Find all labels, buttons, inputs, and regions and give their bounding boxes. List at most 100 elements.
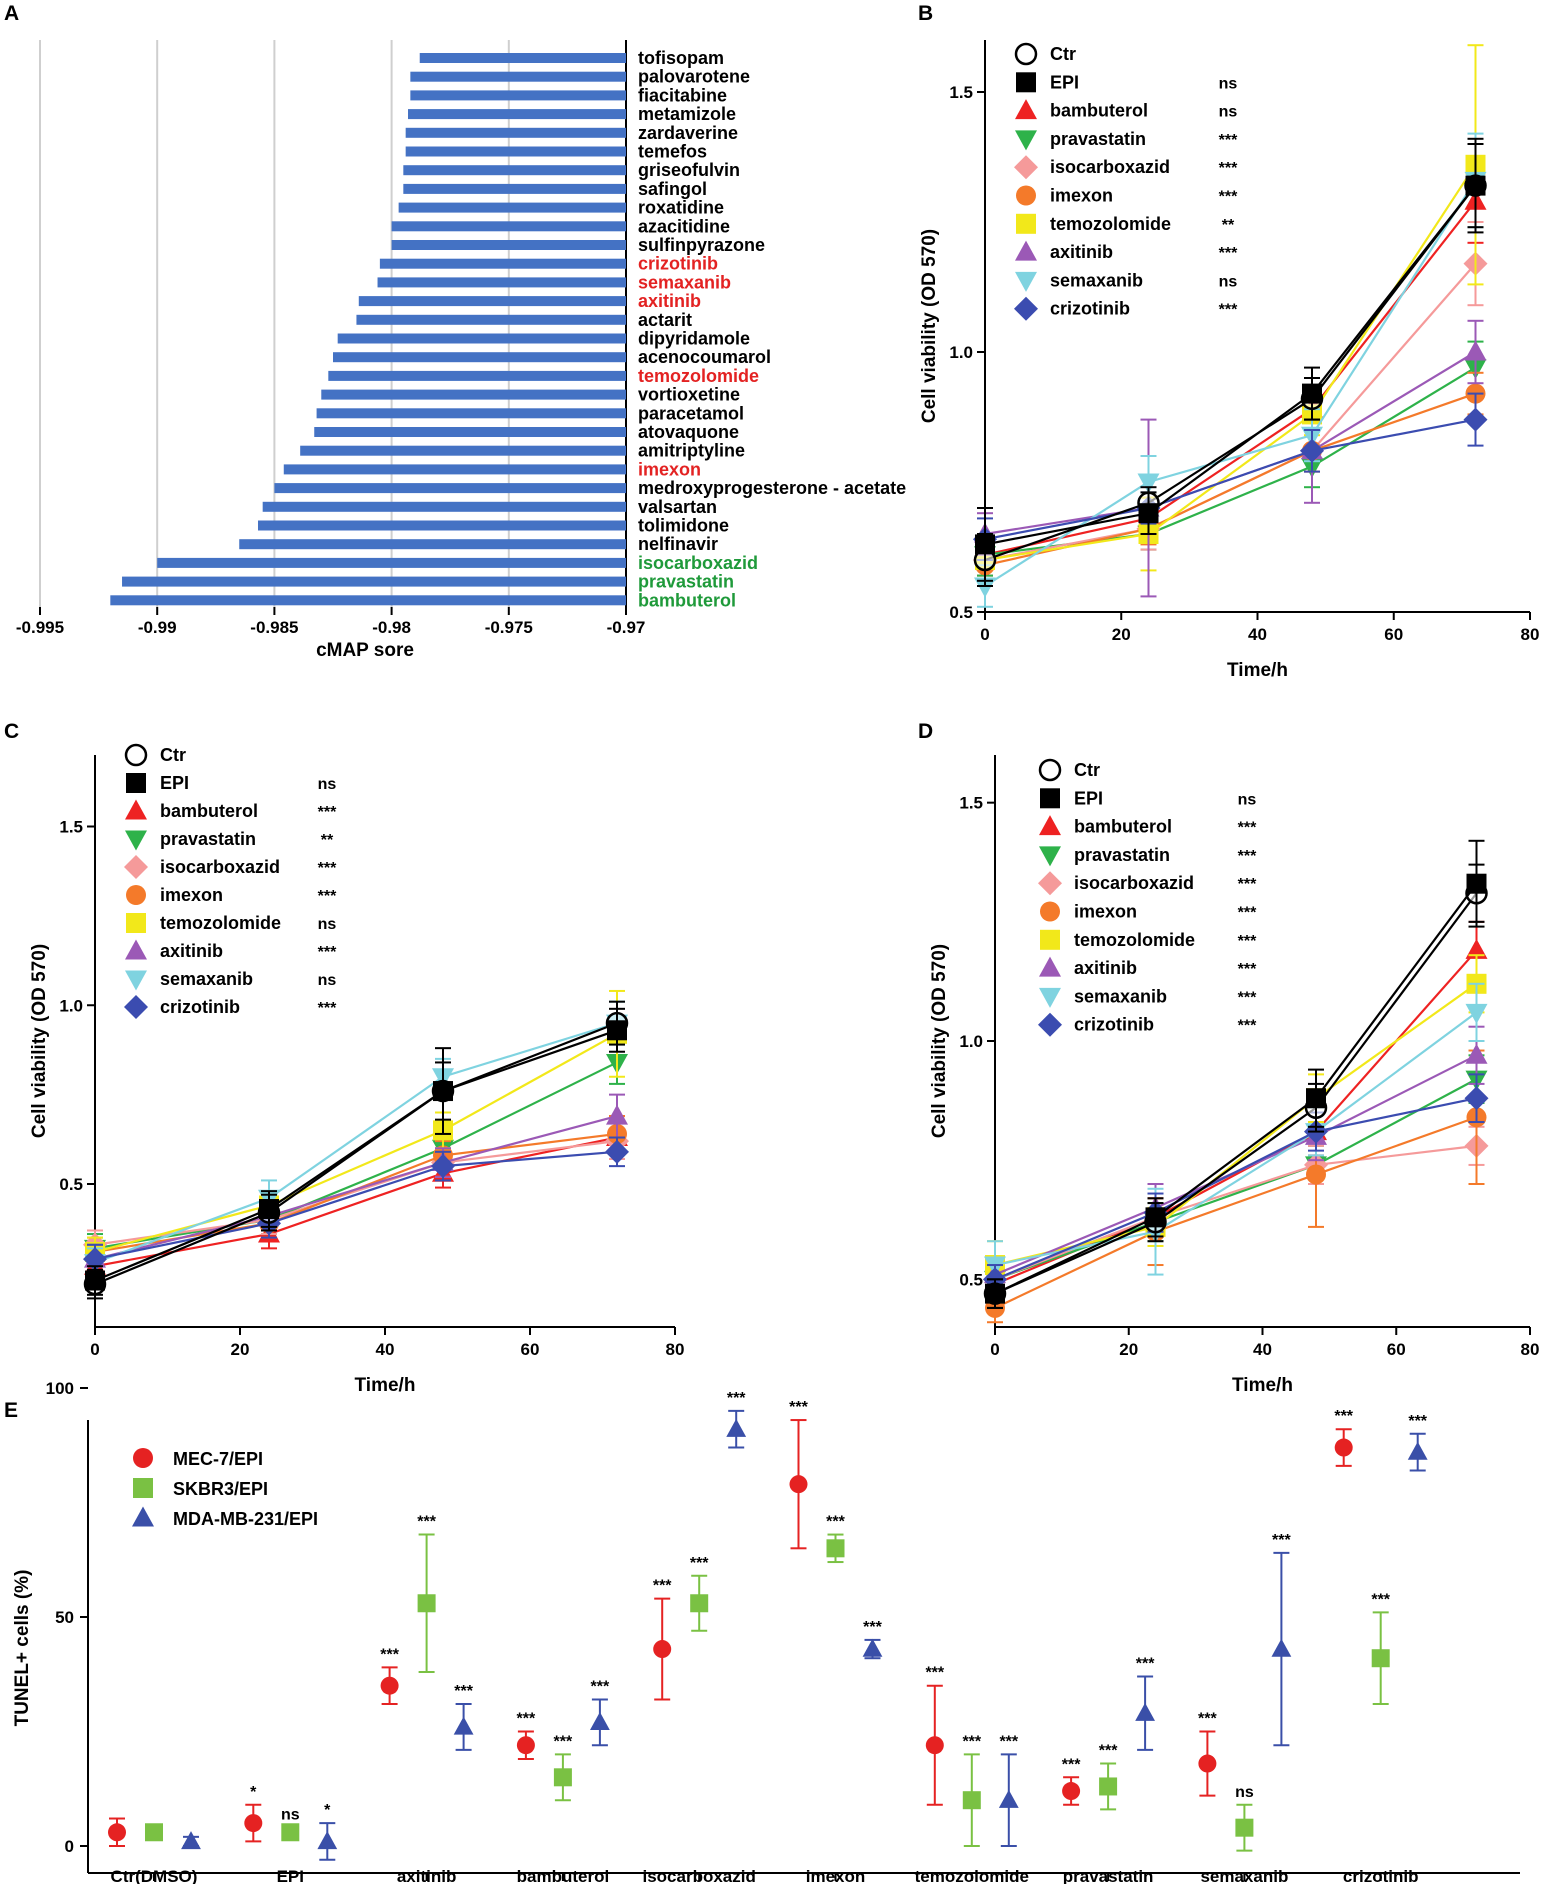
data-point <box>1463 407 1488 432</box>
bar-temozolomide <box>328 370 626 381</box>
legend-marker-pravastatin <box>125 830 147 851</box>
legend-significance: *** <box>1219 245 1238 262</box>
data-point <box>862 1638 883 1657</box>
y-tick-label: 1.0 <box>959 1032 983 1051</box>
series-line <box>94 1061 618 1250</box>
data-point <box>1466 873 1487 894</box>
x-tick-label-temozolomide: temozolomide <box>915 1867 1029 1884</box>
legend-label-bambuterol: bambuterol <box>1050 101 1148 121</box>
legend-label-semaxanib: semaxanib <box>160 969 253 989</box>
bar-imexon <box>283 464 626 475</box>
legend-label-axitinib: axitinib <box>1050 242 1113 262</box>
legend-label-pravastatin: pravastatin <box>160 829 256 849</box>
data-point <box>83 1247 107 1272</box>
panel-label-b: B <box>918 2 933 25</box>
bar-label-amitriptyline: amitriptyline <box>638 441 745 461</box>
legend-label-imexon: imexon <box>1050 186 1113 206</box>
y-tick-label: 0.5 <box>959 1270 983 1289</box>
bar-label-paracetamol: paracetamol <box>638 403 744 423</box>
x-tick-label: -0.98 <box>372 618 411 637</box>
data-point <box>85 1270 105 1291</box>
y-tick-label: 1.5 <box>949 83 973 102</box>
legend-significance: *** <box>1238 848 1257 865</box>
series-line <box>94 1022 618 1264</box>
data-point <box>1235 1818 1254 1837</box>
data-point <box>1135 1702 1155 1721</box>
legend-label-temozolomide: temozolomide <box>1050 214 1171 234</box>
legend-label-epi: EPI <box>1074 788 1103 808</box>
bar-amitriptyline <box>300 445 626 456</box>
legend-marker-bambuterol <box>125 799 147 820</box>
legend-significance: *** <box>1238 933 1257 950</box>
data-point <box>974 577 996 598</box>
bar-roxatidine <box>398 202 626 213</box>
y-tick-label: 50 <box>55 1608 74 1627</box>
y-tick-label: 100 <box>46 1379 74 1398</box>
panel-d-line-chart: 0 20 40 60 80 0.5 1.0 1.5 Time/h Cell viability (… <box>929 755 1539 1396</box>
panel-label-e: E <box>4 1399 18 1422</box>
bar-label-zardaverine: zardaverine <box>638 123 738 143</box>
legend-label-pravastatin: pravastatin <box>1050 129 1146 149</box>
significance-label: * <box>250 1784 257 1801</box>
data-point <box>1465 1043 1488 1064</box>
legend-significance: *** <box>318 888 337 905</box>
significance-label: *** <box>1334 1408 1353 1425</box>
legend-marker-ctr <box>124 743 148 767</box>
bar-label-crizotinib: crizotinib <box>638 254 718 274</box>
legend-label-pravastatin: pravastatin <box>1074 845 1170 865</box>
bar-label-semaxanib: semaxanib <box>638 272 731 292</box>
bar-crizotinib <box>379 258 626 269</box>
x-tick-label-axitinib: axitinib <box>397 1867 457 1884</box>
legend-significance: ns <box>1219 104 1238 121</box>
bar-azacitidine <box>391 221 626 232</box>
significance-label: *** <box>454 1683 473 1700</box>
legend-marker-temozolomide <box>1040 929 1060 950</box>
legend-marker-pravastatin <box>1015 130 1037 151</box>
legend-marker-pravastatin <box>1039 846 1061 867</box>
data-point <box>590 1711 610 1730</box>
data-point <box>1138 503 1159 524</box>
bar-semaxanib <box>377 277 626 288</box>
legend-label-isocarboxazid: isocarboxazid <box>1050 157 1170 177</box>
legend-label-ctr: Ctr <box>1074 760 1100 780</box>
panel-b-line-chart: 0 20 40 60 80 0.5 1.0 1.5 Time/h Cell viability (… <box>919 40 1539 681</box>
data-point <box>653 1640 672 1659</box>
y-tick-label: 1.0 <box>59 996 83 1015</box>
data-point <box>690 1594 709 1613</box>
significance-label: *** <box>1408 1413 1427 1430</box>
bar-metamizole <box>408 109 626 120</box>
data-point <box>259 1199 279 1220</box>
bar-safingol <box>403 183 626 194</box>
y-tick-label: 0.5 <box>949 603 973 622</box>
panel-label-d: D <box>918 720 933 743</box>
legend-label-imexon: imexon <box>1074 902 1137 922</box>
series-ctr <box>983 863 1488 1309</box>
legend-significance: ns <box>318 916 337 933</box>
legend-marker-axitinib <box>125 939 147 960</box>
data-point <box>244 1814 263 1833</box>
data-point <box>1300 438 1324 463</box>
data-point <box>1306 1164 1326 1185</box>
x-tick-label: 60 <box>521 1340 540 1359</box>
significance-label: *** <box>999 1733 1018 1750</box>
legend-marker-axitinib <box>1039 956 1061 977</box>
legend-marker-bambuterol <box>1015 99 1037 120</box>
legend-significance: ** <box>321 832 334 849</box>
series-line <box>994 1116 1477 1309</box>
x-tick-label: -0.99 <box>138 618 177 637</box>
legend-significance: *** <box>1238 1018 1257 1035</box>
bar-griseofulvin <box>403 165 626 176</box>
significance-label: * <box>324 1802 331 1819</box>
legend-label-mda-mb-231-epi: MDA-MB-231/EPI <box>173 1509 318 1529</box>
data-point <box>985 1283 1005 1304</box>
series-line <box>94 1032 618 1253</box>
bar-sulfinpyrazone <box>391 240 626 250</box>
bar-fiacitabine <box>410 90 626 101</box>
bar-label-acenocoumarol: acenocoumarol <box>638 347 771 367</box>
significance-label: *** <box>517 1711 536 1728</box>
significance-label: *** <box>1272 1532 1291 1549</box>
bar-label-imexon: imexon <box>638 459 701 479</box>
panel-a-cmap-bar-chart: -0.995 -0.99 -0.985 -0.98 -0.975 -0.97 tofisop… <box>16 40 906 661</box>
legend-significance: *** <box>1238 961 1257 978</box>
x-tick-label: 80 <box>666 1340 685 1359</box>
